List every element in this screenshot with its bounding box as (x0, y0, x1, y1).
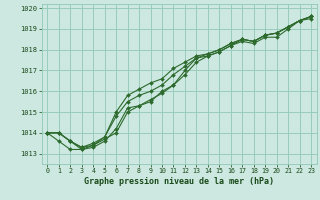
X-axis label: Graphe pression niveau de la mer (hPa): Graphe pression niveau de la mer (hPa) (84, 177, 274, 186)
